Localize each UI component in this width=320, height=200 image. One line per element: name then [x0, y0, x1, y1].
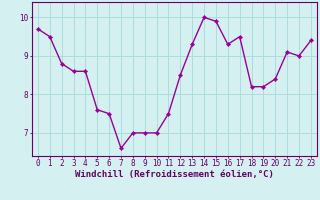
X-axis label: Windchill (Refroidissement éolien,°C): Windchill (Refroidissement éolien,°C) — [75, 170, 274, 179]
